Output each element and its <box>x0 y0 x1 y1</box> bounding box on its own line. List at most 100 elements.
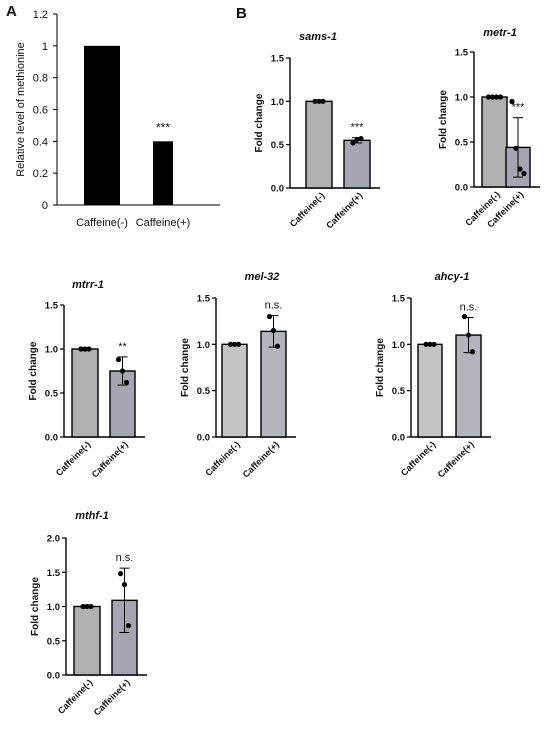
data-point <box>521 170 527 177</box>
x-category-label: Caffeine(-) <box>76 217 128 229</box>
data-point <box>423 341 429 347</box>
data-point <box>117 571 124 577</box>
data-point <box>274 343 281 349</box>
y-tick-label: 0.5 <box>392 386 406 397</box>
y-axis-label: Fold change <box>30 577 41 636</box>
data-point <box>465 332 472 338</box>
data-point <box>354 136 360 143</box>
data-point <box>78 346 84 352</box>
y-tick-label: 0.0 <box>455 183 468 194</box>
x-category-label: Caffeine(-) <box>399 439 438 478</box>
y-tick-label: 0 <box>42 200 48 212</box>
data-point <box>270 327 277 334</box>
data-point <box>316 98 322 104</box>
y-axis-label: Fold change <box>438 90 449 149</box>
significance-label: *** <box>156 120 170 134</box>
data-point <box>115 356 122 363</box>
y-tick-label: 0.6 <box>33 105 48 117</box>
data-point <box>80 603 86 610</box>
chart-title: mthf-1 <box>75 510 109 522</box>
y-tick-label: 0.2 <box>33 168 48 180</box>
x-category-label: Caffeine(+) <box>90 439 130 479</box>
data-point <box>358 136 364 142</box>
y-axis-label: Fold change <box>28 341 39 400</box>
y-axis-label: Fold change <box>254 93 265 152</box>
bar-1 <box>153 141 173 205</box>
y-tick-label: 1.0 <box>47 602 60 613</box>
y-tick-label: 0.0 <box>197 433 210 444</box>
significance-label: n.s. <box>116 552 134 564</box>
data-point <box>266 313 273 320</box>
panel-label-a: A <box>6 3 17 20</box>
data-point <box>86 346 92 352</box>
y-tick-label: 1.0 <box>392 340 405 351</box>
data-point <box>320 98 326 104</box>
data-point <box>227 341 234 347</box>
data-point <box>84 603 90 610</box>
chart-title: mtrr-1 <box>72 279 104 291</box>
significance-label: *** <box>351 122 365 134</box>
y-tick-label: 1.0 <box>45 345 58 356</box>
x-category-label: Caffeine(-) <box>203 439 242 478</box>
bar-0 <box>73 605 101 676</box>
chart-A: 0 0.2 0.4 0.6 0.8 1 1.2 Relative level of methi… <box>15 9 220 229</box>
x-category-label: Caffeine(+) <box>436 439 476 479</box>
data-point <box>509 98 515 105</box>
y-axis-label: Relative level of methionine <box>15 42 27 177</box>
data-point <box>461 313 468 320</box>
significance-label: ** <box>118 341 127 353</box>
y-tick-label: 1.0 <box>197 340 210 351</box>
y-tick-label: 1.5 <box>197 294 211 305</box>
y-axis-label: Fold change <box>180 338 191 397</box>
data-point <box>231 341 238 347</box>
y-tick-label: 0.0 <box>47 671 60 682</box>
bar-1 <box>260 330 287 438</box>
bar-1 <box>111 599 138 676</box>
data-point <box>121 581 128 588</box>
data-point <box>235 341 242 347</box>
data-point <box>485 94 492 100</box>
data-point <box>312 98 318 104</box>
bar-0 <box>305 100 333 189</box>
y-tick-label: 1 <box>42 41 48 53</box>
y-tick-label: 1.5 <box>455 48 469 59</box>
bar-0 <box>221 343 248 438</box>
bar-0 <box>481 96 508 188</box>
significance-label: n.s. <box>265 300 283 312</box>
y-tick-label: 0.0 <box>45 433 58 444</box>
y-tick-label: 1.5 <box>392 294 406 305</box>
data-point <box>125 623 132 629</box>
data-point <box>469 349 476 355</box>
data-point <box>350 140 356 146</box>
data-point <box>82 346 88 352</box>
data-point <box>517 166 523 172</box>
y-tick-label: 1.5 <box>271 54 285 65</box>
data-point <box>88 603 94 610</box>
y-tick-label: 0.5 <box>47 636 61 647</box>
chart-sams-1: sams-1 0.0 0.5 1.0 1.5 Fold change Caffeine(-)… <box>254 31 380 230</box>
y-tick-label: 1.0 <box>455 93 468 104</box>
y-tick-label: 0.5 <box>197 386 211 397</box>
chart-title: ahcy-1 <box>435 271 470 283</box>
x-category-label: Caffeine(-) <box>288 190 327 229</box>
x-category-label: Caffeine(-) <box>54 439 93 478</box>
y-tick-label: 0.0 <box>271 184 284 195</box>
bar-0 <box>417 343 443 438</box>
x-category-label: Caffeine(+) <box>92 677 132 717</box>
data-point <box>119 368 126 374</box>
significance-label: n.s. <box>460 301 478 313</box>
y-tick-label: 1.5 <box>47 568 61 579</box>
data-point <box>489 94 496 100</box>
data-point <box>431 341 437 347</box>
data-point <box>513 145 519 151</box>
data-point <box>493 94 500 100</box>
y-tick-label: 1.0 <box>271 97 284 108</box>
data-point <box>123 379 130 386</box>
chart-ahcy-1: ahcy-1 0.0 0.5 1.0 1.5 Fold change Caffeine(-)… <box>375 271 491 479</box>
y-tick-label: 2.0 <box>47 534 60 545</box>
chart-title: sams-1 <box>299 31 337 43</box>
y-tick-label: 1.5 <box>45 301 59 312</box>
y-tick-label: 0.0 <box>392 433 405 444</box>
y-tick-label: 0.8 <box>33 73 48 85</box>
